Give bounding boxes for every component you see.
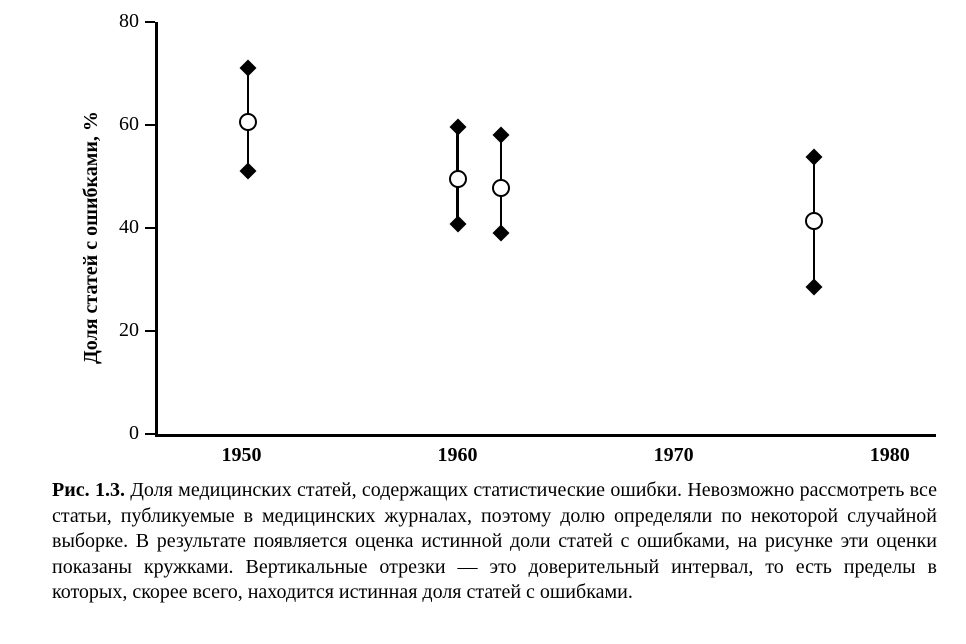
x-tick-label: 1950 <box>201 444 281 467</box>
y-tick-label: 80 <box>95 10 139 33</box>
y-axis <box>155 22 158 434</box>
data-point-marker <box>239 113 257 131</box>
data-point-marker <box>449 170 467 188</box>
errorbar-cap-top <box>239 60 256 77</box>
y-tick <box>145 227 155 230</box>
figure-caption: Рис. 1.3. Доля медицинских статей, содер… <box>52 478 937 606</box>
y-tick <box>145 433 155 436</box>
x-tick-label: 1980 <box>850 444 930 467</box>
x-axis <box>155 434 936 437</box>
caption-text: Доля медицинских статей, содержащих стат… <box>52 479 937 603</box>
errorbar-cap-bottom <box>806 279 823 296</box>
data-point-marker <box>805 212 823 230</box>
errorbar-chart: 0204060801950196019701980Доля статей с о… <box>0 0 966 470</box>
y-tick <box>145 124 155 127</box>
y-tick <box>145 21 155 24</box>
x-tick-label: 1960 <box>418 444 498 467</box>
x-tick-label: 1970 <box>634 444 714 467</box>
errorbar-cap-top <box>449 119 466 136</box>
caption-label: Рис. 1.3. <box>52 479 125 501</box>
y-tick-label: 0 <box>95 422 139 445</box>
errorbar-cap-bottom <box>449 216 466 233</box>
errorbar-cap-top <box>492 127 509 144</box>
errorbar-cap-bottom <box>492 225 509 242</box>
errorbar-cap-bottom <box>239 163 256 180</box>
y-tick <box>145 330 155 333</box>
y-axis-label: Доля статей с ошибками, % <box>80 111 103 364</box>
data-point-marker <box>492 179 510 197</box>
errorbar-cap-top <box>806 149 823 166</box>
figure-page: { "chart": { "type": "errorbar-scatter",… <box>0 0 966 644</box>
